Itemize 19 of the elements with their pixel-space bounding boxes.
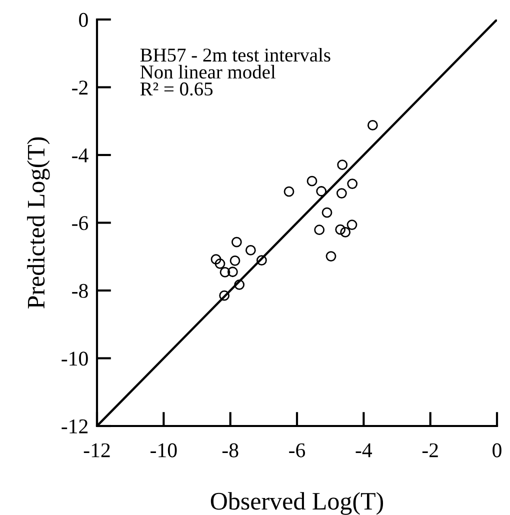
y-tick-label: -8 [72,284,88,298]
x-tick-label: -4 [356,443,372,458]
x-axis-title: Observed Log(T) [210,492,384,515]
y-tick-label: -2 [72,80,88,94]
x-tick-label: -10 [150,443,177,458]
x-tick-label: -6 [289,443,306,458]
annotation: BH57 - 2m test intervals [140,48,330,62]
y-tick-label: -12 [62,419,88,434]
x-tick-label: -2 [422,443,438,458]
annotation: Non linear model [140,64,276,79]
x-tick-label: 0 [492,443,502,458]
x-tick-label: -8 [222,443,238,458]
y-tick-label: 0 [79,12,88,27]
y-tick-label: -4 [72,148,88,162]
y-tick-label: -6 [72,216,88,230]
y-tick-label: -10 [62,352,88,366]
y-axis-title: Predicted Log(T) [27,137,50,308]
x-tick-label: -12 [84,443,110,458]
annotation: R² = 0.65 [140,82,213,96]
